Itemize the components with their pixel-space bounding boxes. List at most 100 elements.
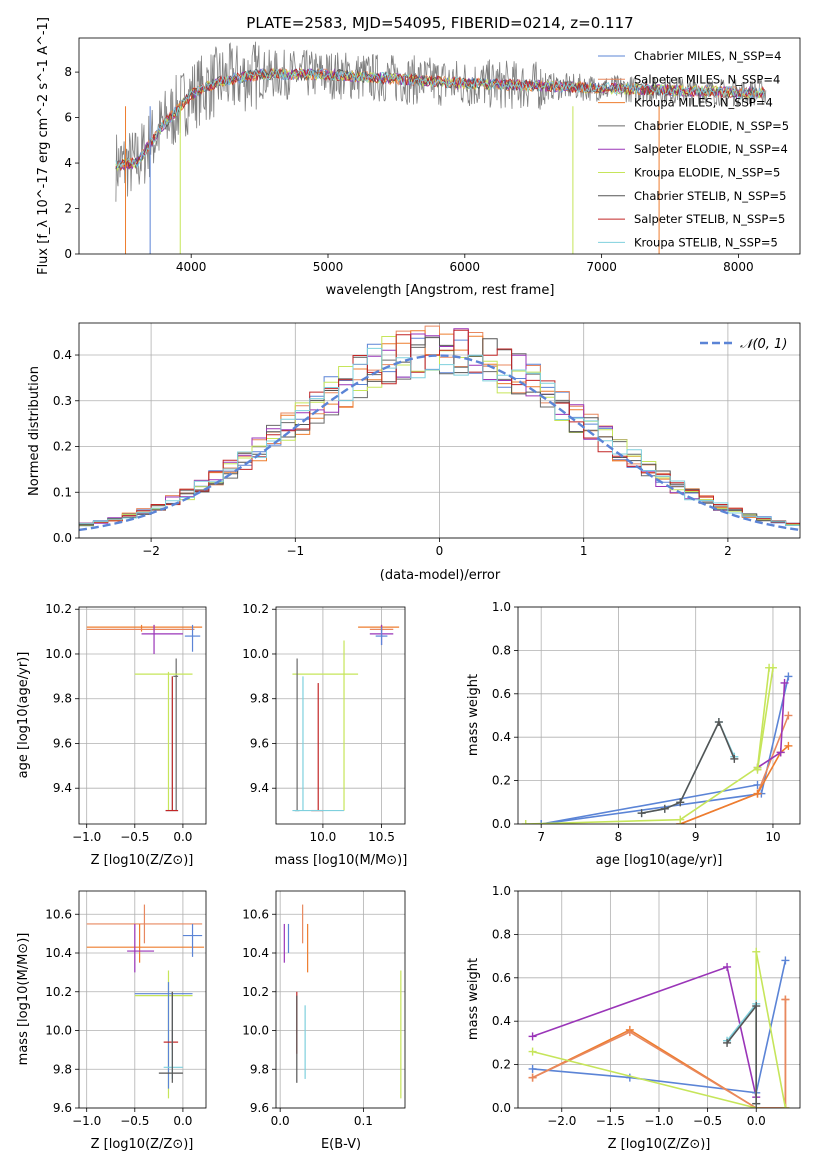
x-tick-label: 0.1 xyxy=(354,1114,373,1128)
model-spectrum-3 xyxy=(115,67,765,171)
mass-weight-vs-age-ylabel: mass weight xyxy=(466,674,481,756)
y-tick-label: 8 xyxy=(64,65,72,79)
y-tick-label: 0.8 xyxy=(492,927,511,941)
x-tick-label: 0.0 xyxy=(271,1114,290,1128)
mass-vs-ebv-marks xyxy=(283,904,402,1099)
y-tick-label: 10.4 xyxy=(242,946,269,960)
age-vs-mass-axes: 10.0 10.5 9.4 9.6 9.8 10.0 10.2 xyxy=(242,602,405,844)
spectrum-xlabel: wavelength [Angstrom, rest frame] xyxy=(326,283,555,298)
y-tick-label: 0.0 xyxy=(492,1101,511,1115)
y-tick-label: 9.8 xyxy=(250,1062,269,1076)
y-tick-label: 0.6 xyxy=(492,687,511,701)
legend-label: 𝒩(0, 1) xyxy=(740,337,787,352)
y-tick-label: 10.2 xyxy=(45,602,72,616)
mass-vs-Z-frame xyxy=(78,890,207,1109)
x-tick-label: 10 xyxy=(765,830,780,844)
y-tick-label: 0.2 xyxy=(53,440,72,454)
mass-weight-vs-age-marks xyxy=(521,663,793,824)
y-tick-label: 9.4 xyxy=(53,781,72,795)
x-tick-label: 8000 xyxy=(723,260,754,274)
y-tick-label: 9.4 xyxy=(250,781,269,795)
spectrum-lines xyxy=(115,41,767,254)
normal-curve xyxy=(79,354,800,532)
y-tick-label: 9.6 xyxy=(250,1101,269,1115)
mass-weight-vs-Z-marks xyxy=(528,947,790,1108)
spectrum-frame xyxy=(78,37,801,255)
y-tick-label: 0 xyxy=(64,247,72,261)
age-vs-Z-xlabel: Z [log10(Z/Z⊙)] xyxy=(91,853,194,868)
legend-label: Kroupa MILES, N_SSP=4 xyxy=(634,96,773,110)
legend-label: Chabrier STELIB, N_SSP=5 xyxy=(634,189,786,203)
y-tick-label: 9.6 xyxy=(53,1101,72,1115)
y-tick-label: 4 xyxy=(64,156,72,170)
spectrum-ylabel: Flux [f_λ 10^-17 erg cm^-2 s^-1 A^-1] xyxy=(36,17,51,275)
y-tick-label: 1.0 xyxy=(492,600,511,614)
x-tick-label: −0.5 xyxy=(120,830,149,844)
mass-vs-Z-marks xyxy=(86,904,205,1099)
x-tick-label: 10.0 xyxy=(310,830,337,844)
y-tick-label: 9.8 xyxy=(250,692,269,706)
y-tick-label: 0.4 xyxy=(53,348,72,362)
y-tick-label: 10.0 xyxy=(242,1024,269,1038)
residuals-frame xyxy=(78,322,801,539)
x-tick-label: 0.0 xyxy=(173,1114,192,1128)
legend-label: Chabrier MILES, N_SSP=4 xyxy=(634,49,781,63)
series-line xyxy=(532,965,757,1098)
y-tick-label: 0.6 xyxy=(492,971,511,985)
series-line xyxy=(541,784,758,824)
spectrum-axes: 4000 5000 6000 7000 8000 0 2 4 6 8 xyxy=(64,65,753,274)
age-vs-mass-frame xyxy=(275,606,406,825)
y-tick-label: 0.8 xyxy=(492,643,511,657)
mass-vs-Z-ylabel: mass [log10(M/M⊙)] xyxy=(16,933,31,1066)
y-tick-label: 10.2 xyxy=(242,602,269,616)
x-tick-label: −0.5 xyxy=(693,1114,722,1128)
y-tick-label: 10.0 xyxy=(242,647,269,661)
y-tick-label: 6 xyxy=(64,111,72,125)
residual-xlabel: (data-model)/error xyxy=(380,568,501,583)
age-vs-Z-ylabel: age [log10(age/yr)] xyxy=(16,652,31,779)
mass-vs-ebv-xlabel: E(B-V) xyxy=(321,1137,361,1152)
age-vs-Z-frame xyxy=(78,606,207,825)
residuals-axes: −2 −1 0 1 2 0.0 0.1 0.2 0.3 0.4 xyxy=(53,323,800,558)
y-tick-label: 2 xyxy=(64,202,72,216)
spectrum-legend: Chabrier MILES, N_SSP=4 Salpeter MILES, N… xyxy=(598,49,789,249)
y-tick-label: 10.4 xyxy=(45,946,72,960)
mass-weight-vs-Z-xlabel: Z [log10(Z/Z⊙)] xyxy=(608,1137,711,1152)
legend-label: Kroupa STELIB, N_SSP=5 xyxy=(634,235,778,249)
x-tick-label: −1.0 xyxy=(72,830,101,844)
y-tick-label: 9.6 xyxy=(250,736,269,750)
series-line xyxy=(532,999,787,1108)
x-tick-label: −1.0 xyxy=(644,1114,673,1128)
x-tick-label: −1.0 xyxy=(72,1114,101,1128)
x-tick-label: 0 xyxy=(436,544,444,558)
model-spectrum-6 xyxy=(115,67,765,170)
x-tick-label: 0.0 xyxy=(173,830,192,844)
mass-weight-vs-age-xlabel: age [log10(age/yr)] xyxy=(596,853,723,868)
y-tick-label: 10.0 xyxy=(45,647,72,661)
y-tick-label: 1.0 xyxy=(492,884,511,898)
y-tick-label: 0.4 xyxy=(492,730,511,744)
age-vs-Z-axes: −1.0 −0.5 0.0 9.4 9.6 9.8 10.0 10.2 xyxy=(45,602,206,844)
x-tick-label: 7 xyxy=(537,830,545,844)
legend-label: Salpeter MILES, N_SSP=4 xyxy=(634,72,780,86)
model-spectrum-8 xyxy=(115,67,765,169)
mass-vs-Z-xlabel: Z [log10(Z/Z⊙)] xyxy=(91,1137,194,1152)
legend-label: Chabrier ELODIE, N_SSP=5 xyxy=(634,119,789,133)
y-tick-label: 10.0 xyxy=(45,1024,72,1038)
y-tick-label: 9.6 xyxy=(53,736,72,750)
series-line xyxy=(525,667,770,824)
y-tick-label: 0.2 xyxy=(492,1058,511,1072)
series-line xyxy=(726,1001,757,1104)
mass-weight-vs-age-axes: 7 8 9 10 0.0 0.2 0.4 0.6 0.8 1.0 xyxy=(492,600,800,844)
y-tick-label: 10.6 xyxy=(242,907,269,921)
mass-weight-vs-Z-frame xyxy=(517,890,801,1109)
series-line xyxy=(756,667,774,770)
age-vs-Z-marks xyxy=(86,624,203,812)
x-tick-label: 4000 xyxy=(176,260,207,274)
x-tick-label: 2 xyxy=(724,544,732,558)
y-tick-label: 0.2 xyxy=(492,774,511,788)
residual-ylabel: Normed distribution xyxy=(27,366,42,496)
x-tick-label: 1 xyxy=(580,544,588,558)
x-tick-label: −2 xyxy=(142,544,160,558)
